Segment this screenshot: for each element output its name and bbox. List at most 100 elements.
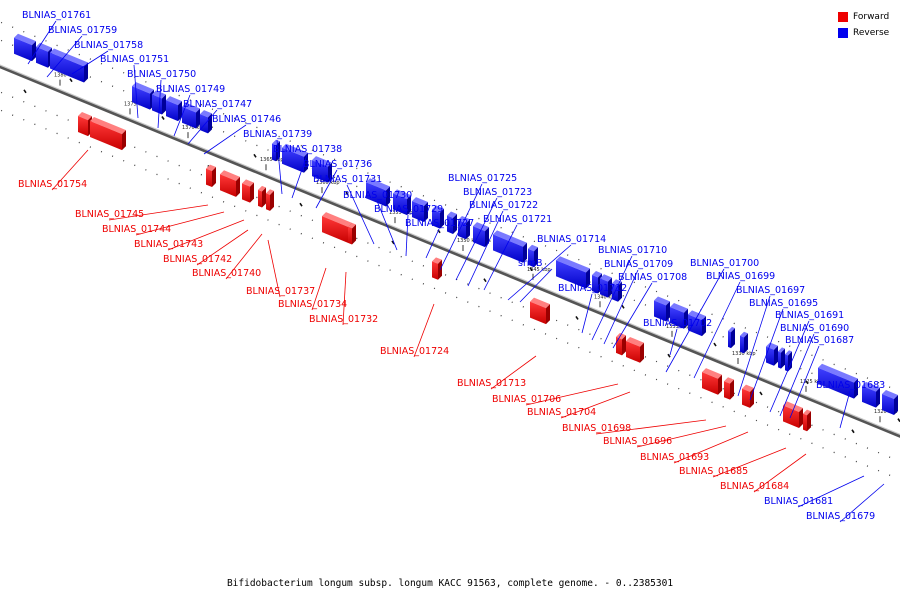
forward-gene-label: BLNIAS_01706 <box>492 394 561 405</box>
gene-body <box>785 354 788 372</box>
label-leader <box>439 183 483 271</box>
gene-side <box>731 328 735 349</box>
forward-gene-label: BLNIAS_01740 <box>192 268 261 279</box>
reverse-gene-label: BLNIAS_01697 <box>736 285 805 296</box>
label-leader <box>673 431 749 464</box>
reverse-gene-label: BLNIAS_01746 <box>212 114 281 125</box>
label-leader <box>455 197 498 281</box>
label-leader <box>187 109 218 145</box>
reverse-gene-label: BLNIAS_01731 <box>313 174 382 185</box>
gene-side <box>666 301 670 322</box>
gene-top <box>50 48 88 67</box>
label-leader <box>311 267 327 311</box>
forward-gene <box>783 401 803 428</box>
label-leader <box>267 239 281 298</box>
gene-top <box>742 384 754 392</box>
gene-top <box>600 274 612 282</box>
gene-body <box>803 413 807 432</box>
label-leader <box>749 308 784 401</box>
reverse-gene <box>393 189 411 216</box>
gene-top <box>366 178 390 191</box>
label-leader <box>693 281 741 379</box>
backbone <box>0 65 900 438</box>
reverse-gene-label: BLNIAS_01722 <box>469 200 538 211</box>
scale-tick-label: 1345 kbp <box>527 267 551 273</box>
reverse-gene-label: BLNIAS_01679 <box>806 511 875 522</box>
label-leader <box>108 204 209 221</box>
gene-top <box>530 297 550 309</box>
gene-side <box>523 242 527 263</box>
label-leader <box>839 483 885 523</box>
label-leader <box>581 293 593 334</box>
forward-gene <box>803 409 811 432</box>
gene-body <box>556 260 586 289</box>
forward-gene-label: BLNIAS_01713 <box>457 378 526 389</box>
gene-side <box>485 227 489 248</box>
label-leader <box>789 345 820 419</box>
gene-top <box>473 222 489 232</box>
scale-tick-label: 1375 kbp <box>124 101 148 107</box>
forward-gene <box>242 179 254 203</box>
forward-gene-label: BLNIAS_01737 <box>246 286 315 297</box>
gene-body <box>862 385 876 408</box>
label-leader <box>173 94 191 137</box>
gene-side <box>162 94 166 115</box>
minor-mark <box>345 191 349 196</box>
gene-top <box>258 185 266 192</box>
minor-mark <box>391 240 395 245</box>
forward-gene-label: BLNIAS_01754 <box>18 179 87 190</box>
legend-forward-swatch <box>838 12 848 22</box>
gene-top <box>728 326 735 333</box>
forward-gene-label: BLNIAS_01685 <box>679 466 748 477</box>
gene-body <box>166 100 178 122</box>
gene-side <box>622 335 626 356</box>
forward-gene-label: BLNIAS_01698 <box>562 423 631 434</box>
reverse-gene-label: BLNIAS_01736 <box>303 159 372 170</box>
gene-top <box>266 189 274 195</box>
label-leader <box>291 154 308 199</box>
reverse-gene-label: srmB <box>518 258 542 269</box>
gene-body <box>818 367 854 399</box>
gene-top <box>412 197 428 207</box>
label-leader <box>135 211 225 236</box>
gene-side <box>744 333 748 354</box>
gene-side <box>328 162 332 183</box>
gene-body <box>724 381 730 400</box>
gene-body <box>282 147 304 173</box>
gene-side <box>84 62 88 83</box>
reverse-gene <box>166 96 182 122</box>
scale-tick-label: 1325 kbp <box>800 379 824 385</box>
gene-body <box>78 116 88 137</box>
gene-top <box>803 409 811 416</box>
forward-gene-label: BLNIAS_01742 <box>163 254 232 265</box>
reverse-gene-label: BLNIAS_01683 <box>816 380 885 391</box>
label-leader <box>276 139 283 195</box>
scale-tick-label: 1340 kbp <box>594 294 618 300</box>
gene-body <box>766 346 774 366</box>
reverse-gene <box>312 156 332 183</box>
label-leader <box>315 169 338 209</box>
reverse-gene <box>728 326 735 349</box>
forward-gene <box>266 189 274 211</box>
reverse-gene-label: BLNIAS_01712 <box>558 283 627 294</box>
scale-tick-label: 1370 kbp <box>182 125 206 131</box>
gene-top <box>818 363 858 383</box>
reverse-gene-label: BLNIAS_01751 <box>100 54 169 65</box>
gene-body <box>393 193 407 216</box>
gene-top <box>393 189 411 200</box>
label-leader <box>560 391 631 419</box>
forward-gene <box>322 212 352 243</box>
gene-body <box>206 168 212 188</box>
minor-mark <box>23 89 27 94</box>
legend-forward: Forward <box>838 9 889 25</box>
scale-tick-label: 1330 kbp <box>732 351 756 357</box>
gene-top <box>688 310 706 321</box>
reverse-gene <box>882 390 898 415</box>
reverse-gene <box>412 197 428 223</box>
reverse-gene <box>528 244 538 268</box>
forward-gene <box>742 384 754 408</box>
gene-top <box>616 332 626 340</box>
gene-top <box>90 116 126 135</box>
gene-body <box>702 372 718 395</box>
gene-side <box>196 108 200 129</box>
